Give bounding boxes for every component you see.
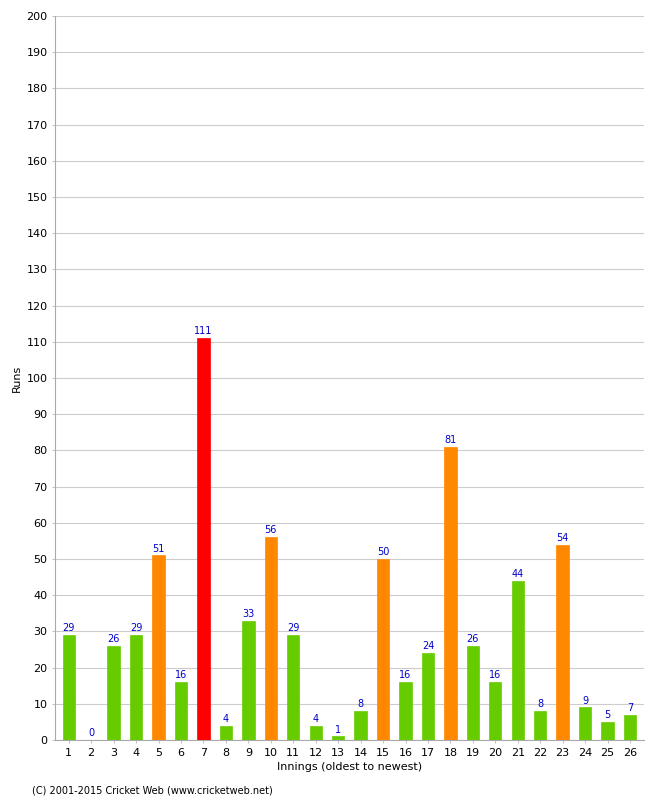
Bar	[579, 707, 592, 740]
Text: 54: 54	[556, 533, 569, 542]
Text: 16: 16	[399, 670, 411, 680]
Bar	[130, 635, 142, 740]
Text: 26: 26	[467, 634, 479, 644]
Text: 4: 4	[223, 714, 229, 724]
Bar	[422, 653, 434, 740]
Text: 7: 7	[627, 703, 633, 713]
Bar	[556, 545, 569, 740]
Text: 26: 26	[107, 634, 120, 644]
Bar	[107, 646, 120, 740]
Text: 29: 29	[130, 623, 142, 634]
Bar	[175, 682, 187, 740]
X-axis label: Innings (oldest to newest): Innings (oldest to newest)	[277, 762, 422, 772]
Bar	[512, 581, 524, 740]
Bar	[534, 711, 547, 740]
Text: 33: 33	[242, 609, 254, 618]
Text: 81: 81	[445, 435, 456, 445]
Text: 8: 8	[537, 699, 543, 710]
Bar	[62, 635, 75, 740]
Text: 50: 50	[377, 547, 389, 557]
Text: 44: 44	[512, 569, 524, 579]
Text: 51: 51	[152, 543, 164, 554]
Text: 111: 111	[194, 326, 213, 336]
Text: 56: 56	[265, 526, 277, 535]
Bar	[601, 722, 614, 740]
Text: (C) 2001-2015 Cricket Web (www.cricketweb.net): (C) 2001-2015 Cricket Web (www.cricketwe…	[32, 786, 273, 795]
Text: 16: 16	[175, 670, 187, 680]
Bar	[242, 621, 255, 740]
Bar	[489, 682, 502, 740]
Bar	[287, 635, 300, 740]
Bar	[152, 555, 164, 740]
Text: 8: 8	[358, 699, 363, 710]
Text: 24: 24	[422, 642, 434, 651]
Bar	[309, 726, 322, 740]
Text: 9: 9	[582, 696, 588, 706]
Bar	[467, 646, 479, 740]
Text: 1: 1	[335, 725, 341, 734]
Bar	[332, 736, 345, 740]
Bar	[197, 338, 209, 740]
Text: 16: 16	[489, 670, 501, 680]
Bar	[624, 714, 636, 740]
Bar	[399, 682, 411, 740]
Text: 0: 0	[88, 728, 94, 738]
Bar	[377, 559, 389, 740]
Y-axis label: Runs: Runs	[12, 364, 22, 392]
Text: 29: 29	[62, 623, 75, 634]
Text: 29: 29	[287, 623, 300, 634]
Text: 5: 5	[604, 710, 611, 720]
Text: 4: 4	[313, 714, 318, 724]
Bar	[265, 538, 277, 740]
Bar	[220, 726, 232, 740]
Bar	[444, 446, 456, 740]
Bar	[354, 711, 367, 740]
